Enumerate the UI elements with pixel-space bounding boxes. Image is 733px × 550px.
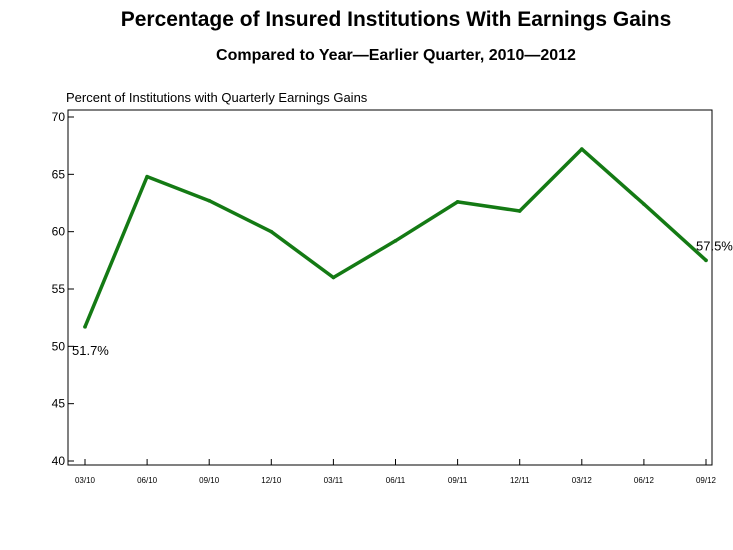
data-point bbox=[642, 202, 646, 206]
y-tick-label: 40 bbox=[52, 454, 66, 468]
data-label-last: 57.5% bbox=[696, 238, 733, 253]
data-point bbox=[145, 174, 149, 179]
data-labels: 51.7% 57.5% bbox=[72, 238, 733, 358]
y-tick-label: 50 bbox=[52, 339, 66, 353]
x-tick-label: 06/11 bbox=[386, 476, 406, 485]
data-point bbox=[704, 258, 708, 263]
data-point bbox=[269, 229, 274, 234]
series-line bbox=[83, 147, 708, 329]
x-tick-label: 09/11 bbox=[448, 476, 468, 485]
x-tick-label: 09/12 bbox=[696, 476, 717, 485]
y-tick-label: 55 bbox=[52, 282, 66, 296]
data-point bbox=[207, 198, 211, 203]
data-point bbox=[580, 147, 584, 151]
chart-subtitle: Compared to Year—Earlier Quarter, 2010—2… bbox=[216, 47, 576, 64]
y-tick-label: 70 bbox=[52, 110, 66, 124]
data-point bbox=[331, 275, 336, 280]
y-axis-label: Percent of Institutions with Quarterly E… bbox=[66, 90, 368, 105]
y-tick-label: 60 bbox=[52, 225, 66, 239]
x-tick-label: 12/11 bbox=[510, 476, 530, 485]
x-tick-label: 12/10 bbox=[261, 476, 282, 485]
x-axis: 03/10 06/10 09/10 12/10 03/11 06/11 09/11 12/11… bbox=[75, 459, 717, 485]
x-tick-label: 03/10 bbox=[75, 476, 96, 485]
x-tick-label: 06/12 bbox=[634, 476, 655, 485]
chart-title: Percentage of Insured Institutions With … bbox=[121, 8, 672, 31]
plot-area bbox=[67, 109, 713, 466]
y-tick-label: 65 bbox=[52, 167, 66, 181]
data-point bbox=[83, 325, 87, 329]
data-point bbox=[393, 239, 398, 243]
x-tick-label: 03/11 bbox=[324, 476, 344, 485]
x-tick-label: 06/10 bbox=[137, 476, 158, 485]
series-group bbox=[83, 147, 708, 329]
x-tick-label: 09/10 bbox=[199, 476, 220, 485]
data-point bbox=[517, 209, 522, 213]
y-axis: 40 45 50 55 60 65 70 bbox=[52, 110, 74, 468]
data-point bbox=[455, 200, 460, 204]
y-tick-label: 45 bbox=[52, 397, 66, 411]
x-tick-label: 03/12 bbox=[572, 476, 593, 485]
data-label-first: 51.7% bbox=[72, 343, 109, 358]
